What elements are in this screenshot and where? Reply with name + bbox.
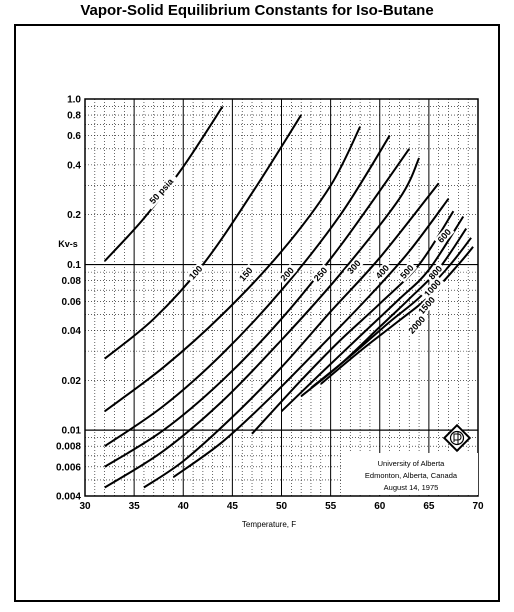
series-label-bg [276,263,298,285]
x-tick-label: 30 [79,501,91,512]
y-axis-label: Kv-s [58,239,78,249]
series-line-300 [104,157,421,489]
y-tick-label: 0.008 [56,442,81,453]
series-line-200 [104,135,391,448]
y-tick-label: 0.01 [62,426,82,437]
y-tick-label: 1.0 [67,95,81,106]
annotation-layer: University of Alberta Edmonton, Alberta,… [342,423,478,495]
axis-layer: 30 35 40 45 50 55 60 65 70 1.0 0.8 0.6 0.4 0.2 0.1 0.08… [56,95,484,513]
y-tick-label: 0.006 [56,462,81,473]
x-tick-label: 60 [374,501,386,512]
series-label-bg [310,263,331,285]
series-label-bg [425,261,446,284]
series-label: 50 psia [147,176,176,206]
series-line-2000 [320,246,474,385]
annotation-line-3: August 14, 1975 [384,483,439,492]
x-tick-label: 40 [178,501,190,512]
series-label-bg [144,172,179,210]
logo-mark [442,423,472,453]
series-line-800 [280,215,465,413]
y-tick-label: 0.4 [67,160,81,171]
series-line-1500 [310,237,472,389]
annotation-box [342,453,478,495]
x-axis-label: Temperature, F [242,520,296,529]
x-tick-label: 65 [423,501,435,512]
series-label-bg [414,292,439,319]
y-tick-label: 0.08 [62,276,82,287]
y-tick-label: 0.02 [62,376,82,387]
y-tick-label: 0.004 [56,492,81,503]
series-label-bg [185,261,207,284]
annotation-line-2: Edmonton, Alberta, Canada [365,471,458,480]
series-label-bg [343,256,365,278]
chart-title: Vapor-Solid Equilibrium Constants for Is… [80,2,434,19]
series-line-600 [251,210,455,435]
plot-area-border [84,98,479,497]
annotation-line-1: University of Alberta [378,459,446,468]
x-tick-label: 50 [276,501,288,512]
y-tick-label: 0.06 [62,297,82,308]
series-label-bg [434,225,455,247]
chart-frame [14,24,500,602]
series-layer [103,106,474,489]
series-line-250 [104,148,411,468]
series-label-bg [420,275,445,301]
series-line-500 [172,198,450,478]
x-tick-label: 35 [129,501,141,512]
series-label-bg [372,261,393,283]
series-label-bg [235,263,257,285]
x-tick-label: 55 [325,501,337,512]
x-tick-label: 70 [472,501,484,512]
y-tick-label: 0.8 [67,111,81,122]
x-tick-label: 45 [227,501,239,512]
series-line-100 [104,114,302,360]
series-line-400 [143,182,440,489]
series-label-bg [404,312,429,338]
y-tick-label: 0.04 [62,326,82,337]
series-line-150 [104,126,361,413]
series-label-bg [396,261,418,283]
y-tick-label: 0.6 [67,131,81,142]
y-tick-label: 0.2 [67,210,81,221]
y-tick-label: 0.1 [67,260,81,271]
